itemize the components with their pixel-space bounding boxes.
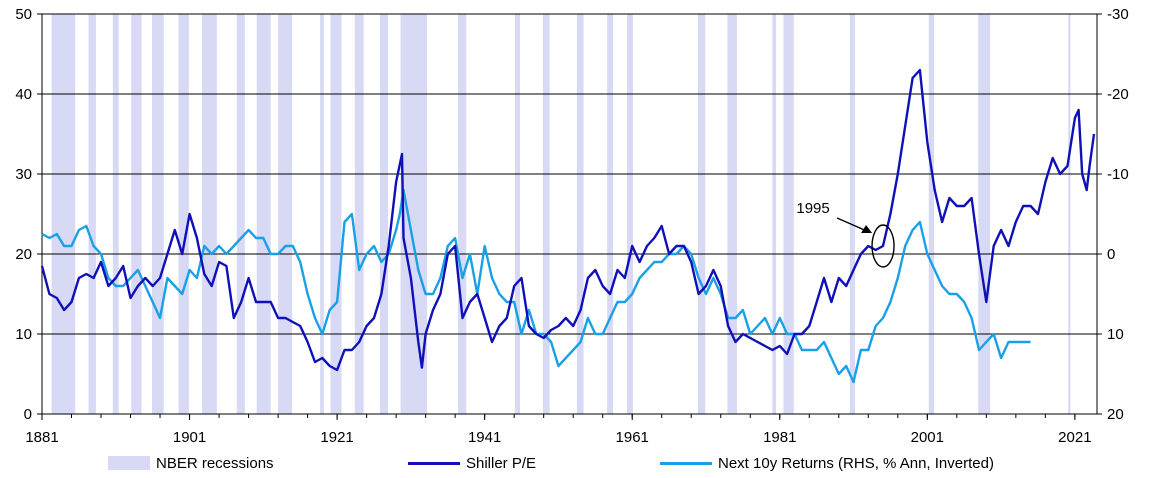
x-tick-label: 2021 [1058,429,1091,446]
legend-item-recessions: NBER recessions [108,452,274,474]
recession-band-21 [697,14,706,414]
left-tick-label: 10 [15,326,32,343]
recession-band-4 [151,14,164,414]
x-tick-label: 2001 [911,429,944,446]
recession-band-2 [112,14,119,414]
left-tick-label: 50 [15,6,32,23]
axes: 0 20 10 10 20 0 30 -10 40 -20 50 -30 1881 1901 1921 194… [15,6,1128,446]
right-tick-label: -30 [1107,6,1129,23]
legend-swatch-recessions [108,456,150,470]
recession-band-23 [772,14,777,414]
legend-label-shiller-pe: Shiller P/E [466,454,537,472]
recession-band-7 [236,14,245,414]
series-line-returns [41,188,1031,384]
recession-band-1 [88,14,96,414]
right-tick-label: 10 [1107,326,1124,343]
recession-band-27 [978,14,991,414]
legend-swatch-returns [660,461,712,465]
recession-band-5 [178,14,189,414]
recession-band-25 [849,14,856,414]
recession-band-0 [51,14,76,414]
annotation-1995: 1995 [796,200,895,268]
right-tick-label: -20 [1107,86,1129,103]
series-lines [40,68,1096,384]
left-tick-label: 30 [15,166,32,183]
annotation-arrowhead [861,225,873,233]
annotation-ellipse [871,224,895,268]
left-tick-label: 0 [24,406,32,423]
recession-band-14 [400,14,428,414]
legend-item-returns: Next 10y Returns (RHS, % Ann, Inverted) [660,452,994,474]
x-tick-label: 1921 [320,429,353,446]
x-tick-label: 1901 [173,429,206,446]
recession-bands [51,14,1071,414]
legend: NBER recessions Shiller P/E Next 10y Ret… [0,452,1152,476]
right-tick-label: -10 [1107,166,1129,183]
x-tick-label: 1981 [763,429,796,446]
recession-band-13 [379,14,389,414]
recession-band-17 [542,14,550,414]
left-tick-label: 40 [15,86,32,103]
recession-band-9 [278,14,293,414]
recession-band-28 [1068,14,1071,414]
x-tick-label: 1881 [25,429,58,446]
recession-band-3 [131,14,142,414]
annotation-label: 1995 [796,200,829,217]
legend-label-returns: Next 10y Returns (RHS, % Ann, Inverted) [718,454,994,472]
legend-item-shiller-pe: Shiller P/E [408,452,536,474]
left-tick-label: 20 [15,246,32,263]
recession-band-11 [330,14,342,414]
series-line-shiller-pe [40,68,1096,372]
x-tick-label: 1941 [468,429,501,446]
x-tick-label: 1961 [616,429,649,446]
recession-band-20 [627,14,633,414]
right-tick-label: 20 [1107,406,1124,423]
legend-swatch-shiller-pe [408,461,460,465]
recession-band-8 [256,14,271,414]
recession-band-22 [727,14,737,414]
recession-band-15 [458,14,467,414]
recession-band-18 [576,14,584,414]
legend-label-recessions: NBER recessions [156,454,274,472]
recession-band-26 [928,14,934,414]
recession-band-19 [607,14,614,414]
recession-band-10 [320,14,324,414]
recession-band-16 [514,14,521,414]
right-tick-label: 0 [1107,246,1115,263]
recession-band-12 [354,14,364,414]
recession-band-24 [783,14,794,414]
recession-band-6 [202,14,217,414]
